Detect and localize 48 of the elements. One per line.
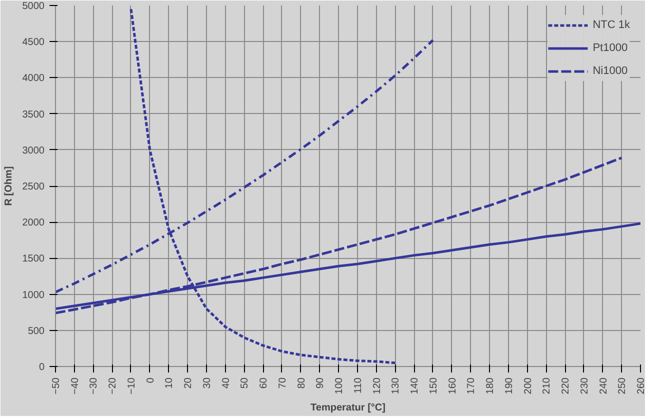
x-tick-label: −40	[70, 377, 81, 394]
x-tick-label: 30	[202, 377, 213, 389]
x-tick-label: 60	[258, 377, 270, 389]
x-tick-label: −20	[108, 377, 119, 394]
x-tick-label: 50	[240, 377, 251, 389]
x-tick-label: 140	[410, 377, 421, 394]
x-tick-label: 160	[447, 377, 458, 394]
y-tick-label: 3500	[22, 109, 45, 120]
x-tick-label: 190	[504, 377, 515, 394]
x-tick-label: −50	[51, 377, 62, 394]
x-axis-title: Temperatur [°C]	[310, 402, 386, 414]
y-axis-title: R [Ohm]	[3, 166, 14, 206]
x-tick-label: 20	[183, 377, 194, 389]
x-tick-label: 10	[164, 377, 176, 389]
x-tick-label: 230	[579, 377, 590, 394]
legend-label: Ni1000	[592, 65, 628, 77]
x-tick-label: 90	[315, 377, 326, 389]
x-tick-label: −10	[126, 377, 138, 394]
y-tick-label: 4000	[22, 73, 45, 84]
y-tick-label: 2500	[22, 182, 45, 192]
legend-label: Pt1000	[592, 42, 628, 54]
x-tick-label: 240	[598, 377, 610, 394]
x-tick-label: 110	[352, 377, 364, 394]
x-tick-label: 70	[277, 377, 288, 389]
x-tick-label: 210	[542, 377, 553, 394]
x-tick-label: 220	[560, 377, 572, 394]
y-tick-label: 1000	[22, 290, 45, 301]
y-tick-label: 4500	[22, 37, 45, 48]
x-tick-label: 180	[485, 377, 496, 394]
x-tick-label: 40	[220, 377, 232, 389]
x-tick-label: 100	[334, 377, 346, 394]
x-tick-label: 200	[522, 377, 534, 394]
x-tick-label: −30	[88, 377, 100, 394]
x-tick-label: 130	[390, 377, 402, 394]
y-tick-label: 3000	[22, 145, 45, 156]
legend-label: NTC 1k	[592, 19, 630, 31]
y-tick-label: 2000	[22, 218, 45, 229]
x-tick-label: 0	[145, 377, 156, 384]
x-tick-label: 170	[466, 377, 478, 394]
x-tick-label: 120	[372, 377, 383, 394]
x-tick-label: 250	[617, 377, 628, 394]
y-tick-label: 5000	[22, 1, 45, 12]
x-tick-label: 80	[296, 377, 308, 389]
y-tick-label: 0	[38, 362, 45, 373]
y-tick-label: 1500	[22, 254, 45, 265]
x-tick-label: 150	[428, 377, 440, 394]
x-tick-label: 260	[636, 377, 647, 394]
y-tick-label: 500	[28, 326, 45, 337]
